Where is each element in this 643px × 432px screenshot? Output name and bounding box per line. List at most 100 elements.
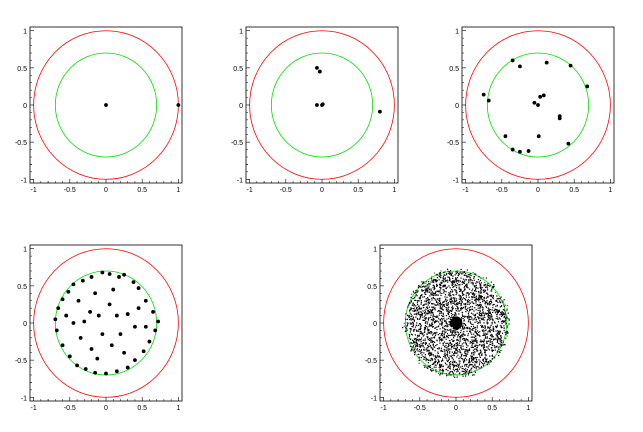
cloud-point [465, 344, 468, 346]
cloud-point [454, 277, 457, 279]
cloud-point [449, 295, 451, 297]
cloud-point [448, 339, 451, 342]
cloud-point [439, 303, 442, 305]
cloud-point [435, 281, 437, 283]
cloud-point [420, 357, 422, 359]
cloud-point [478, 313, 480, 315]
cloud-point [451, 338, 453, 341]
cloud-point [450, 325, 452, 327]
cloud-point [498, 333, 500, 335]
cloud-point [441, 333, 443, 335]
cloud-point [491, 294, 493, 296]
data-point [315, 103, 319, 107]
cloud-point [428, 323, 431, 326]
cloud-point [463, 271, 466, 274]
cloud-point [472, 327, 474, 330]
cloud-point [457, 303, 459, 306]
cloud-point [475, 318, 478, 320]
cloud-point [452, 331, 454, 333]
cloud-point [455, 364, 457, 367]
cloud-point [454, 312, 456, 314]
cloud-point [506, 310, 508, 312]
cloud-point [484, 281, 486, 283]
cloud-point [422, 310, 424, 312]
data-point [518, 64, 522, 69]
cloud-point [475, 331, 477, 333]
cloud-point [441, 364, 443, 366]
cloud-point [439, 328, 441, 330]
cloud-point [449, 355, 451, 357]
cloud-point [465, 372, 467, 374]
cloud-point [448, 352, 451, 354]
cloud-point [469, 369, 471, 372]
cloud-point [409, 309, 411, 311]
cloud-point [433, 337, 436, 339]
cloud-point [452, 373, 454, 375]
cloud-point [500, 296, 502, 298]
cloud-point [456, 347, 458, 349]
cloud-point [508, 323, 510, 325]
cloud-point [430, 337, 432, 339]
cloud-point [504, 337, 506, 339]
cloud-point [479, 279, 482, 282]
cloud-point [423, 327, 426, 329]
cloud-point [413, 320, 416, 322]
cloud-point [501, 339, 503, 342]
cloud-point [452, 323, 454, 325]
cloud-point [458, 344, 460, 346]
cloud-point [451, 307, 454, 309]
cloud-point [427, 299, 429, 301]
cloud-point [447, 276, 449, 278]
cloud-point [420, 343, 422, 345]
cloud-point [496, 351, 498, 353]
cloud-point [466, 363, 468, 365]
cloud-point [428, 282, 430, 285]
cloud-point [492, 286, 495, 288]
cloud-point [480, 341, 483, 343]
cloud-point [496, 340, 499, 342]
cloud-point [458, 290, 461, 292]
cloud-point [438, 274, 440, 277]
cloud-point [463, 338, 466, 340]
cloud-point [506, 317, 509, 319]
cloud-point [413, 340, 415, 343]
cloud-point [473, 357, 475, 359]
cloud-point [415, 305, 417, 307]
cloud-point [491, 336, 493, 338]
cloud-point [434, 361, 436, 363]
cloud-point [450, 331, 452, 333]
cloud-point [487, 361, 489, 363]
cloud-point [418, 305, 420, 307]
cloud-point [495, 317, 497, 320]
cloud-point [442, 315, 444, 318]
cloud-point [456, 365, 458, 367]
cloud-point [427, 359, 430, 361]
cloud-point [446, 355, 449, 357]
cloud-point [486, 342, 488, 344]
cloud-point [474, 316, 476, 318]
cloud-point [408, 337, 410, 339]
cloud-point [460, 357, 462, 359]
cloud-point [439, 302, 442, 304]
cloud-point [486, 320, 488, 322]
cloud-point [452, 318, 454, 320]
cloud-point [422, 339, 424, 341]
cloud-point [419, 286, 422, 288]
cloud-point [428, 325, 430, 327]
cloud-point [443, 341, 446, 343]
cloud-point [491, 342, 493, 344]
cloud-point [461, 373, 463, 376]
cloud-point [447, 302, 449, 305]
cloud-point [431, 292, 433, 294]
cloud-point [456, 271, 458, 273]
cloud-point [448, 362, 451, 364]
cloud-point [473, 340, 475, 342]
cloud-point [470, 346, 472, 348]
cloud-point [441, 373, 443, 375]
cloud-point [489, 329, 491, 331]
cloud-point [463, 330, 465, 333]
cloud-point [482, 341, 485, 343]
cloud-point [473, 286, 476, 288]
cloud-point [428, 280, 430, 283]
y-tick-label: -1 [453, 177, 459, 184]
